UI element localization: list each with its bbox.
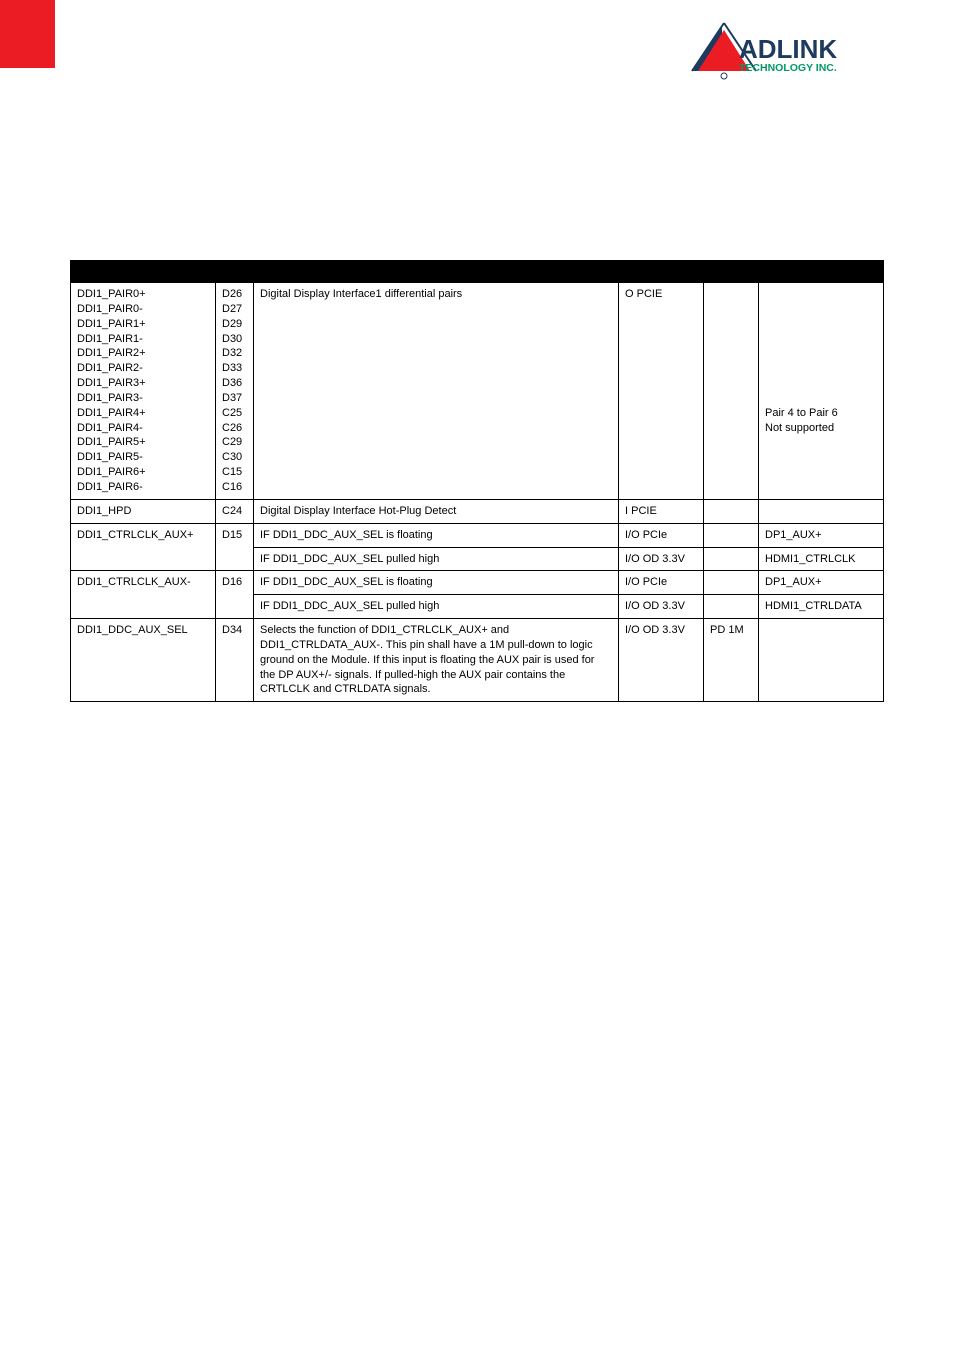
col-type xyxy=(619,261,704,283)
cell-comment xyxy=(759,619,884,702)
cell-comment: HDMI1_CTRLCLK xyxy=(759,547,884,571)
cell-signal: DDI1_PAIR0+ DDI1_PAIR0- DDI1_PAIR1+ DDI1… xyxy=(71,283,216,500)
cell-description: IF DDI1_DDC_AUX_SEL is floating xyxy=(254,571,619,595)
cell-pin: D16 xyxy=(216,571,254,619)
cell-type: I/O OD 3.3V xyxy=(619,619,704,702)
cell-term xyxy=(704,595,759,619)
cell-pin: D34 xyxy=(216,619,254,702)
cell-type: I/O PCIe xyxy=(619,523,704,547)
cell-term xyxy=(704,523,759,547)
cell-description: IF DDI1_DDC_AUX_SEL pulled high xyxy=(254,547,619,571)
table-row: DDI1_HPDC24Digital Display Interface Hot… xyxy=(71,499,884,523)
cell-signal: DDI1_CTRLCLK_AUX+ xyxy=(71,523,216,571)
col-desc xyxy=(254,261,619,283)
page-red-tab xyxy=(0,0,55,68)
cell-type: I/O PCIe xyxy=(619,571,704,595)
cell-signal: DDI1_DDC_AUX_SEL xyxy=(71,619,216,702)
table-row: DDI1_CTRLCLK_AUX-D16IF DDI1_DDC_AUX_SEL … xyxy=(71,571,884,595)
cell-type: I PCIE xyxy=(619,499,704,523)
pin-table-container: DDI1_PAIR0+ DDI1_PAIR0- DDI1_PAIR1+ DDI1… xyxy=(70,260,884,702)
cell-type: I/O OD 3.3V xyxy=(619,595,704,619)
cell-comment: HDMI1_CTRLDATA xyxy=(759,595,884,619)
cell-description: Selects the function of DDI1_CTRLCLK_AUX… xyxy=(254,619,619,702)
cell-description: IF DDI1_DDC_AUX_SEL pulled high xyxy=(254,595,619,619)
col-signal xyxy=(71,261,216,283)
cell-term xyxy=(704,547,759,571)
cell-term: PD 1M xyxy=(704,619,759,702)
cell-signal: DDI1_HPD xyxy=(71,499,216,523)
adlink-logo: ADLINK TECHNOLOGY INC. xyxy=(684,16,884,116)
table-body: DDI1_PAIR0+ DDI1_PAIR0- DDI1_PAIR1+ DDI1… xyxy=(71,283,884,702)
cell-pin: D15 xyxy=(216,523,254,571)
logo-main-text: ADLINK xyxy=(739,34,837,64)
col-pin xyxy=(216,261,254,283)
cell-signal: DDI1_CTRLCLK_AUX- xyxy=(71,571,216,619)
table-row: DDI1_PAIR0+ DDI1_PAIR0- DDI1_PAIR1+ DDI1… xyxy=(71,283,884,500)
cell-comment: DP1_AUX+ xyxy=(759,571,884,595)
cell-description: Digital Display Interface Hot-Plug Detec… xyxy=(254,499,619,523)
cell-comment: Pair 4 to Pair 6 Not supported xyxy=(759,283,884,500)
cell-term xyxy=(704,571,759,595)
table-row: DDI1_DDC_AUX_SELD34Selects the function … xyxy=(71,619,884,702)
cell-pin: C24 xyxy=(216,499,254,523)
cell-term xyxy=(704,283,759,500)
table-header-row xyxy=(71,261,884,283)
table-row: DDI1_CTRLCLK_AUX+D15IF DDI1_DDC_AUX_SEL … xyxy=(71,523,884,547)
col-comment xyxy=(759,261,884,283)
cell-term xyxy=(704,499,759,523)
cell-pin: D26 D27 D29 D30 D32 D33 D36 D37 C25 C26 … xyxy=(216,283,254,500)
cell-description: IF DDI1_DDC_AUX_SEL is floating xyxy=(254,523,619,547)
pin-table: DDI1_PAIR0+ DDI1_PAIR0- DDI1_PAIR1+ DDI1… xyxy=(70,260,884,702)
cell-comment xyxy=(759,499,884,523)
cell-type: O PCIE xyxy=(619,283,704,500)
cell-description: Digital Display Interface1 differential … xyxy=(254,283,619,500)
cell-type: I/O OD 3.3V xyxy=(619,547,704,571)
col-term xyxy=(704,261,759,283)
cell-comment: DP1_AUX+ xyxy=(759,523,884,547)
logo-sub-text: TECHNOLOGY INC. xyxy=(739,62,837,74)
